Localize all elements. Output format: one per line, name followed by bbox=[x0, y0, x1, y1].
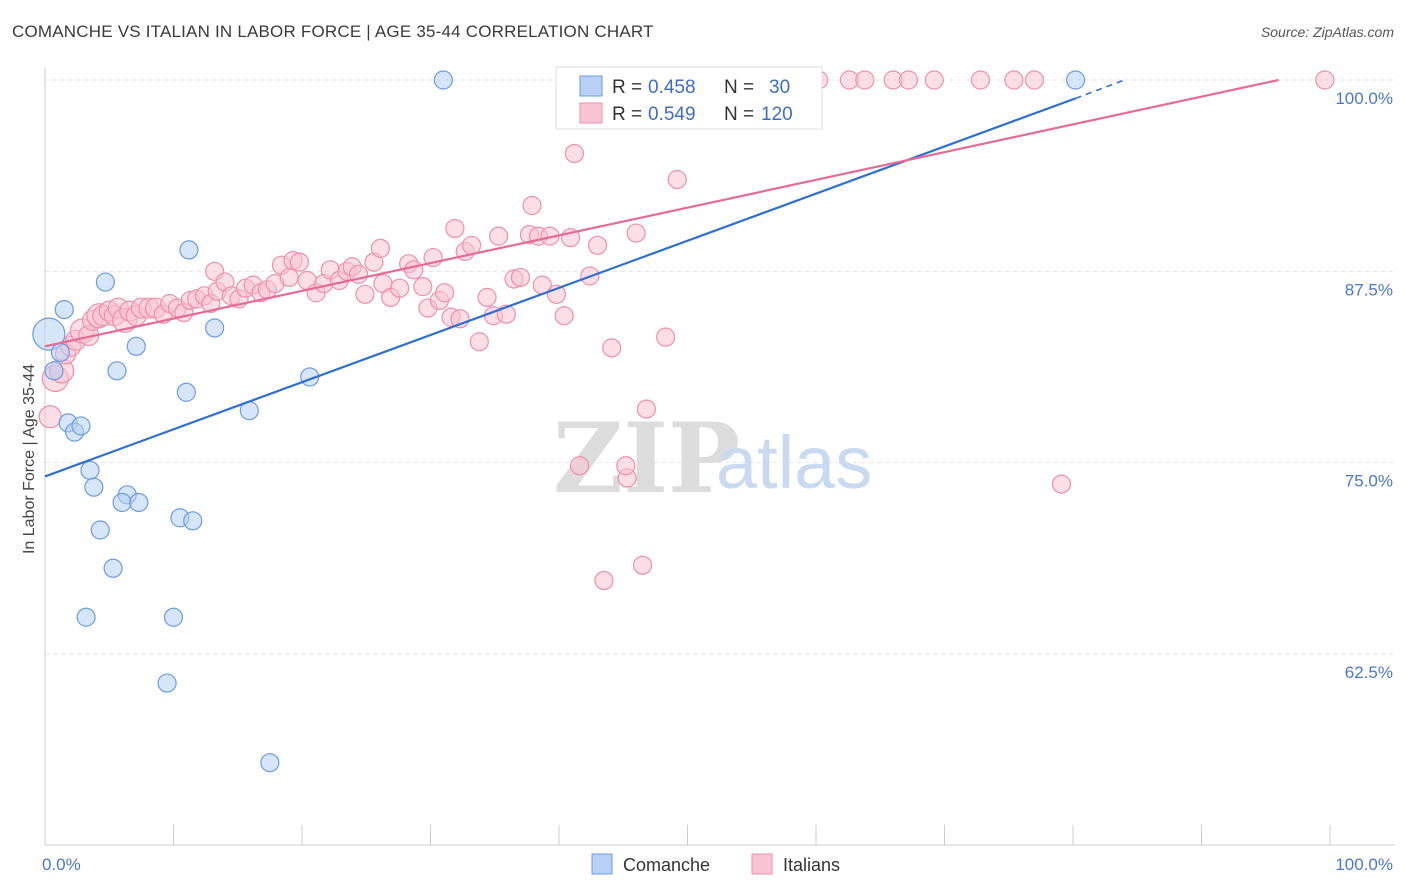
bottom-legend-swatch-italians bbox=[751, 853, 773, 875]
tick-labels: 62.5% 75.0% 87.5% 100.0% 0.0% 100.0% bbox=[42, 89, 1393, 874]
comanche-point bbox=[176, 382, 196, 402]
italian-point bbox=[970, 70, 991, 90]
comanche-point bbox=[76, 607, 96, 627]
italian-point bbox=[390, 278, 410, 298]
legend-n-value-italians: 120 bbox=[761, 104, 793, 125]
comanche-point bbox=[71, 416, 91, 436]
italian-point bbox=[1315, 70, 1335, 90]
comanche-point bbox=[183, 511, 203, 531]
comanche-point bbox=[205, 318, 225, 338]
chart-title: COMANCHE VS ITALIAN IN LABOR FORCE | AGE… bbox=[12, 22, 654, 41]
italian-point bbox=[587, 235, 608, 255]
axes bbox=[44, 68, 1395, 846]
italian-point bbox=[594, 570, 614, 591]
x-tick-label: 100.0% bbox=[1335, 855, 1393, 874]
y-tick-label: 87.5% bbox=[1345, 280, 1393, 299]
comanche-point bbox=[44, 361, 64, 381]
italian-point bbox=[355, 284, 375, 304]
comanche-point bbox=[80, 460, 100, 480]
italian-point bbox=[569, 456, 590, 476]
legend-n-label-italians: N = bbox=[724, 104, 754, 125]
x-tick-label: 0.0% bbox=[42, 855, 81, 874]
comanche-point bbox=[103, 558, 123, 578]
italian-point bbox=[1004, 70, 1024, 90]
italian-point bbox=[370, 238, 390, 258]
italian-points bbox=[38, 70, 1335, 591]
comanche-point bbox=[107, 361, 127, 381]
legend-r-label-comanche: R = bbox=[612, 77, 642, 98]
comanche-point bbox=[50, 342, 71, 363]
italian-point bbox=[522, 195, 542, 216]
italian-point bbox=[636, 399, 656, 419]
legend-swatch-comanche bbox=[579, 75, 603, 97]
comanche-point bbox=[129, 492, 149, 513]
legend-r-label-italians: R = bbox=[612, 104, 642, 125]
legend-swatch-italians bbox=[579, 102, 603, 124]
italian-point bbox=[510, 267, 531, 288]
italian-point bbox=[656, 327, 676, 347]
comanche-point bbox=[95, 272, 115, 292]
comanche-point bbox=[112, 492, 132, 513]
comanche-point bbox=[90, 520, 110, 540]
italian-point bbox=[462, 235, 482, 255]
italian-point bbox=[1024, 70, 1045, 90]
grid-lines bbox=[45, 79, 1395, 655]
watermark-atlas: atlas bbox=[716, 421, 872, 504]
italian-point bbox=[564, 143, 585, 164]
y-tick-label: 62.5% bbox=[1345, 663, 1393, 682]
watermark: ZIP atlas bbox=[553, 402, 872, 515]
trend-lines bbox=[44, 78, 1279, 478]
italian-point bbox=[626, 223, 646, 243]
comanche-point bbox=[84, 477, 104, 497]
italian-point bbox=[445, 218, 465, 239]
bottom-legend-comanche: Comanche bbox=[623, 855, 710, 875]
y-axis-label: In Labor Force | Age 35-44 bbox=[21, 364, 38, 554]
legend-n-value-comanche: 30 bbox=[769, 77, 790, 98]
comanche-point bbox=[157, 673, 177, 693]
italian-trend-line bbox=[44, 78, 1279, 348]
legend-r-value-comanche: 0.458 bbox=[648, 77, 696, 98]
italian-point bbox=[667, 169, 687, 190]
italian-point bbox=[924, 70, 944, 90]
comanche-trend-extension bbox=[1075, 79, 1125, 100]
italian-point bbox=[616, 456, 636, 476]
y-tick-label: 75.0% bbox=[1345, 472, 1393, 491]
italian-point bbox=[413, 277, 433, 297]
comanche-point bbox=[126, 336, 146, 356]
comanche-point bbox=[433, 70, 453, 90]
comanche-point bbox=[54, 300, 74, 320]
source-credit: Source: ZipAtlas.com bbox=[1260, 24, 1394, 40]
stats-legend: R = 0.458 N = 30 R = 0.549 N = 120 bbox=[555, 66, 823, 130]
bottom-legend-italians: Italians bbox=[783, 855, 840, 875]
comanche-point bbox=[32, 317, 66, 351]
italian-point bbox=[489, 226, 509, 246]
italian-point bbox=[477, 287, 497, 307]
legend-r-value-italians: 0.549 bbox=[648, 104, 696, 125]
series-legend: Comanche Italians bbox=[591, 853, 840, 875]
italian-point bbox=[435, 283, 455, 303]
comanche-point bbox=[163, 607, 184, 627]
italian-point bbox=[469, 332, 489, 352]
italian-point bbox=[554, 306, 574, 326]
italian-point bbox=[289, 252, 310, 272]
italian-point bbox=[279, 267, 299, 288]
comanche-point bbox=[1065, 70, 1086, 90]
y-tick-label: 100.0% bbox=[1335, 89, 1393, 108]
comanche-point bbox=[179, 240, 199, 260]
bottom-legend-swatch-comanche bbox=[591, 853, 613, 875]
comanche-point bbox=[260, 753, 280, 773]
italian-point bbox=[38, 405, 62, 429]
italian-point bbox=[632, 555, 653, 575]
italian-point bbox=[602, 338, 622, 358]
italian-point bbox=[898, 70, 919, 90]
italian-point bbox=[404, 260, 424, 280]
italian-point bbox=[1051, 474, 1072, 494]
legend-n-label-comanche: N = bbox=[724, 77, 754, 98]
comanche-points bbox=[32, 70, 1086, 773]
italian-point bbox=[855, 70, 875, 90]
